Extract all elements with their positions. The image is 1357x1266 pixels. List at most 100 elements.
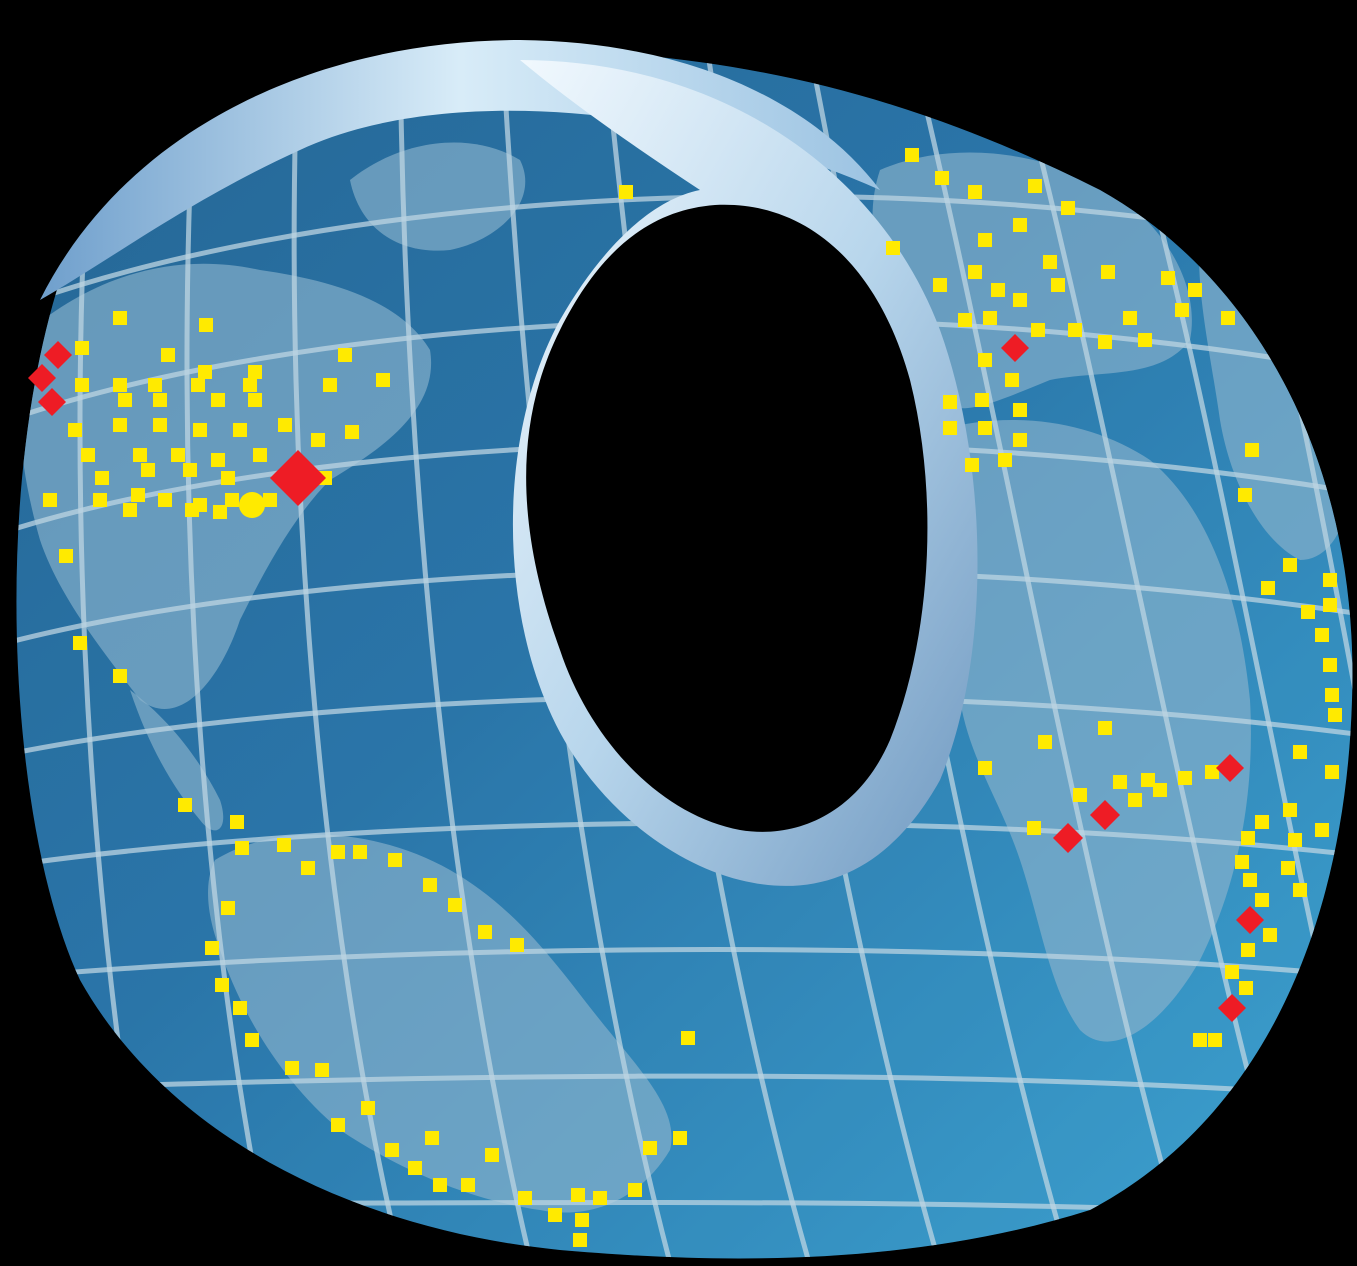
city-marker-yellow: [518, 1191, 532, 1205]
city-marker-yellow: [221, 901, 235, 915]
city-marker-yellow: [245, 1033, 259, 1047]
city-marker-yellow: [461, 1178, 475, 1192]
city-marker-yellow: [1293, 883, 1307, 897]
city-marker-yellow: [345, 425, 359, 439]
city-marker-yellow: [478, 925, 492, 939]
city-marker-yellow: [113, 311, 127, 325]
city-marker-yellow: [1241, 831, 1255, 845]
city-marker-yellow: [1225, 965, 1239, 979]
city-marker-yellow: [905, 148, 919, 162]
city-marker-yellow: [1263, 928, 1277, 942]
city-marker-yellow: [1128, 793, 1142, 807]
city-marker-yellow: [619, 185, 633, 199]
city-marker-red: [1218, 994, 1246, 1022]
city-marker-yellow: [311, 433, 325, 447]
city-marker-yellow: [235, 841, 249, 855]
city-marker-yellow: [1013, 293, 1027, 307]
city-marker-yellow: [213, 505, 227, 519]
city-marker-yellow: [575, 1213, 589, 1227]
city-marker-yellow: [161, 348, 175, 362]
city-marker-yellow: [643, 1141, 657, 1155]
city-marker-yellow: [1281, 861, 1295, 875]
city-marker-yellow: [338, 348, 352, 362]
city-marker-yellow: [673, 1131, 687, 1145]
city-marker-yellow: [1178, 771, 1192, 785]
city-marker-yellow: [1038, 735, 1052, 749]
city-marker-yellow: [1141, 773, 1155, 787]
city-marker-yellow: [408, 1161, 422, 1175]
city-marker-yellow: [211, 453, 225, 467]
city-marker-yellow: [1239, 981, 1253, 995]
city-marker-yellow: [423, 878, 437, 892]
city-marker-yellow: [81, 448, 95, 462]
city-marker-yellow: [935, 171, 949, 185]
city-marker-yellow: [278, 418, 292, 432]
city-marker-yellow: [1101, 265, 1115, 279]
city-marker-yellow: [225, 493, 239, 507]
city-marker-yellow: [1235, 855, 1249, 869]
city-marker-yellow: [1323, 658, 1337, 672]
city-marker-yellow: [1161, 271, 1175, 285]
city-marker-yellow: [1098, 335, 1112, 349]
city-marker-yellow: [1188, 283, 1202, 297]
city-marker-red: [44, 341, 72, 369]
city-marker-red: [1236, 906, 1264, 934]
city-marker-yellow: [933, 278, 947, 292]
city-marker-yellow: [1325, 765, 1339, 779]
city-marker-yellow: [376, 373, 390, 387]
city-marker-red: [1216, 754, 1244, 782]
city-marker-yellow: [233, 1001, 247, 1015]
city-marker-yellow: [1221, 311, 1235, 325]
city-marker-yellow: [193, 423, 207, 437]
city-marker-yellow: [1283, 803, 1297, 817]
city-marker-yellow: [205, 941, 219, 955]
city-marker-yellow: [331, 1118, 345, 1132]
city-markers: [28, 148, 1342, 1247]
city-marker-yellow: [75, 341, 89, 355]
city-marker-yellow: [1113, 775, 1127, 789]
city-marker-yellow: [628, 1183, 642, 1197]
city-marker-yellow: [978, 761, 992, 775]
city-marker-yellow: [248, 393, 262, 407]
city-marker-yellow: [198, 365, 212, 379]
city-marker-yellow: [1323, 598, 1337, 612]
city-marker-yellow: [998, 453, 1012, 467]
city-marker-yellow: [1013, 218, 1027, 232]
city-marker-yellow: [1323, 573, 1337, 587]
city-marker-yellow: [68, 423, 82, 437]
city-marker-yellow: [253, 448, 267, 462]
city-marker-yellow: [113, 669, 127, 683]
city-marker-yellow: [1123, 311, 1137, 325]
city-marker-yellow: [331, 845, 345, 859]
city-marker-yellow: [123, 503, 137, 517]
city-marker-yellow: [133, 448, 147, 462]
city-marker-yellow: [353, 845, 367, 859]
city-marker-yellow: [211, 393, 225, 407]
city-marker-yellow: [158, 493, 172, 507]
city-marker-yellow: [1245, 443, 1259, 457]
city-marker-yellow: [153, 393, 167, 407]
city-marker-yellow: [958, 313, 972, 327]
city-marker-yellow: [1068, 323, 1082, 337]
city-marker-yellow: [191, 378, 205, 392]
city-marker-yellow: [141, 463, 155, 477]
city-marker-yellow: [1283, 558, 1297, 572]
city-marker-yellow: [571, 1188, 585, 1202]
city-marker-yellow: [1205, 765, 1219, 779]
city-marker-yellow: [385, 1143, 399, 1157]
city-marker-yellow: [978, 421, 992, 435]
city-marker-yellow: [968, 185, 982, 199]
city-marker-yellow: [388, 853, 402, 867]
city-marker-yellow: [233, 423, 247, 437]
city-marker-yellow: [1261, 581, 1275, 595]
city-marker-yellow: [1328, 708, 1342, 722]
city-marker-yellow: [978, 233, 992, 247]
city-marker-yellow: [183, 463, 197, 477]
city-marker-yellow: [1138, 333, 1152, 347]
city-marker-yellow: [243, 378, 257, 392]
city-marker-yellow: [975, 393, 989, 407]
city-marker-red: [1053, 823, 1083, 853]
city-marker-yellow: [485, 1148, 499, 1162]
city-marker-yellow: [1241, 943, 1255, 957]
